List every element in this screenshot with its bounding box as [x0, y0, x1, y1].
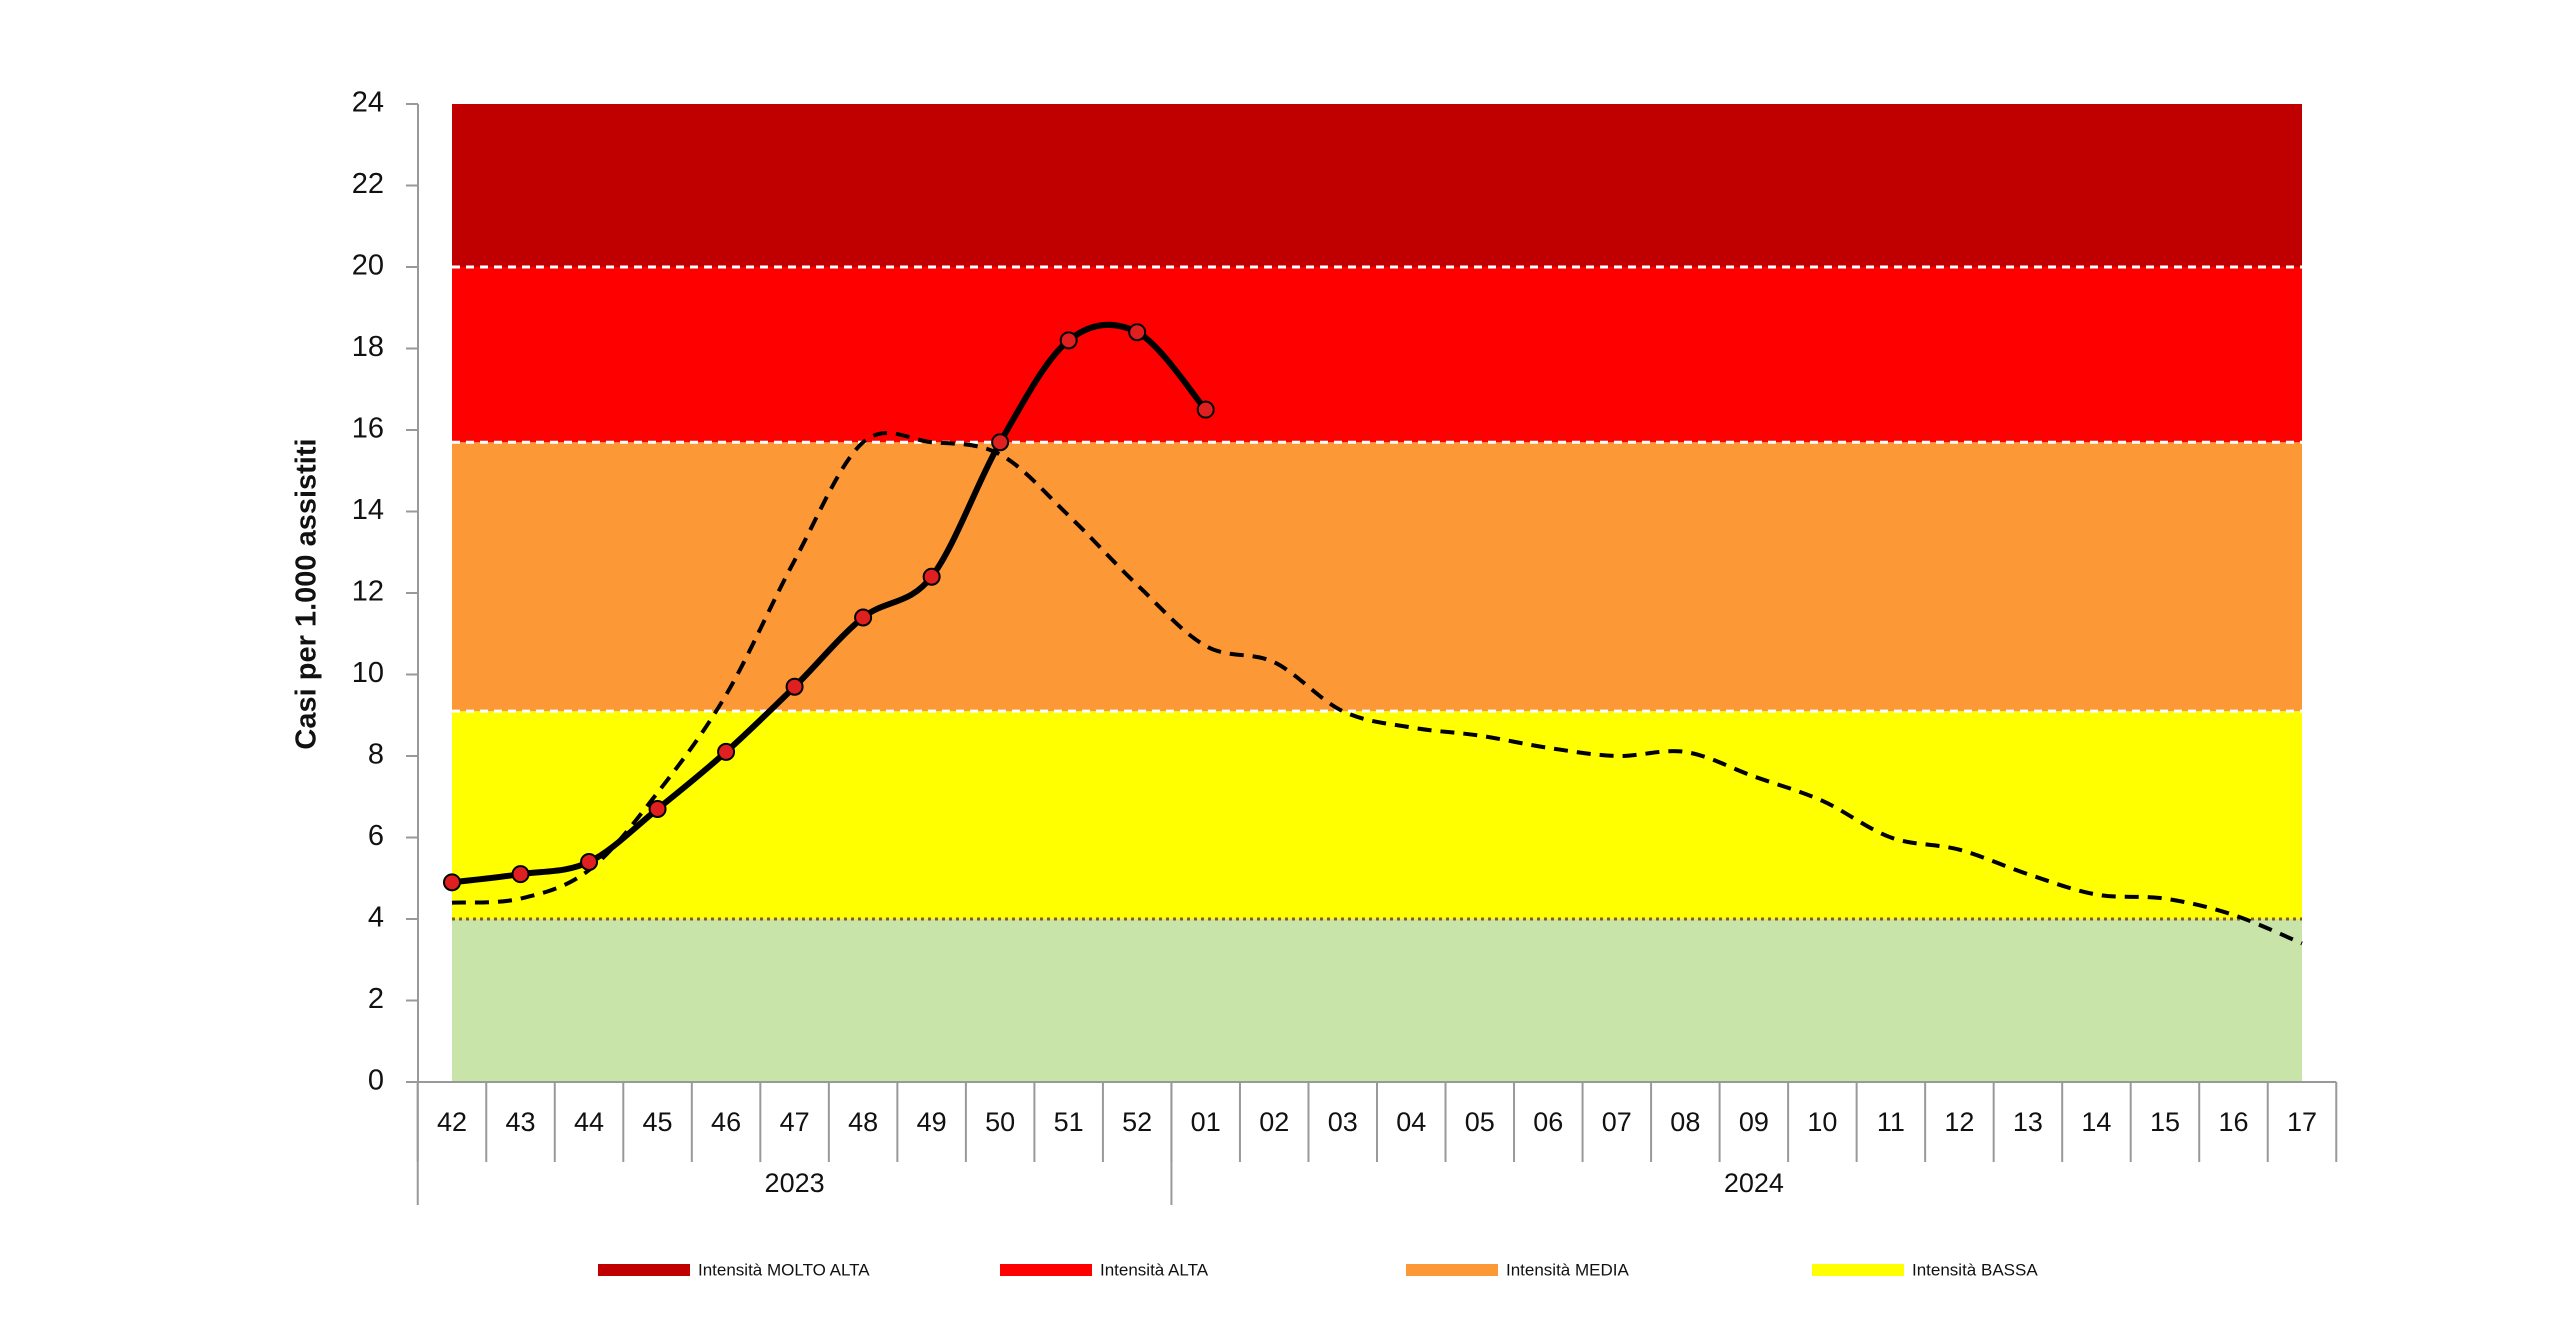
y-tick-label: 16 — [352, 413, 384, 445]
legend-label: Intensità ALTA — [1100, 1260, 1209, 1279]
x-tick-label: 02 — [1259, 1107, 1289, 1137]
legend-label: Intensità BASSA — [1912, 1260, 2038, 1279]
intensity-band — [452, 711, 2302, 919]
x-tick-label: 51 — [1054, 1107, 1084, 1137]
x-tick-label: 42 — [437, 1107, 467, 1137]
y-tick-label: 12 — [352, 576, 384, 608]
series-marker — [717, 742, 736, 761]
x-tick-label: 52 — [1122, 1107, 1152, 1137]
x-tick-label: 47 — [780, 1107, 810, 1137]
x-tick-label: 46 — [711, 1107, 741, 1137]
series-marker — [1196, 400, 1215, 419]
group-label: 2023 — [765, 1168, 825, 1198]
x-tick-label: 09 — [1739, 1107, 1769, 1137]
intensity-band — [452, 104, 2302, 267]
x-tick-label: 48 — [848, 1107, 878, 1137]
x-tick-label: 50 — [985, 1107, 1015, 1137]
series-marker — [580, 852, 599, 871]
x-tick-label: 44 — [574, 1107, 604, 1137]
x-tick-label: 49 — [917, 1107, 947, 1137]
y-tick-label: 20 — [352, 250, 384, 282]
y-tick-label: 2 — [368, 983, 384, 1015]
x-tick-label: 13 — [2013, 1107, 2043, 1137]
y-tick-label: 24 — [352, 87, 384, 119]
y-tick-label: 22 — [352, 168, 384, 200]
y-tick-label: 8 — [368, 739, 384, 771]
series-marker — [511, 865, 530, 884]
legend-swatch — [1000, 1264, 1092, 1276]
legend-swatch — [598, 1264, 690, 1276]
series-line — [451, 431, 2303, 946]
y-tick-label: 10 — [352, 657, 384, 689]
x-tick-label: 15 — [2150, 1107, 2180, 1137]
legend-swatch — [1406, 1264, 1498, 1276]
intensity-band — [452, 267, 2302, 443]
legend-swatch — [1812, 1264, 1904, 1276]
y-tick-label: 14 — [352, 494, 384, 526]
x-tick-label: 16 — [2218, 1107, 2248, 1137]
series-marker — [1128, 323, 1147, 342]
y-tick-label: 6 — [368, 820, 384, 852]
series-marker — [922, 567, 941, 586]
y-tick-label: 18 — [352, 331, 384, 363]
group-label: 2024 — [1724, 1168, 1784, 1198]
series-marker — [1059, 331, 1078, 350]
x-tick-label: 07 — [1602, 1107, 1632, 1137]
y-axis-label: Casi per 1.000 assistiti — [291, 438, 323, 749]
series-marker — [648, 799, 667, 818]
y-tick-label: 0 — [368, 1065, 384, 1097]
x-tick-label: 12 — [1944, 1107, 1974, 1137]
x-tick-label: 04 — [1396, 1107, 1426, 1137]
series-marker — [991, 433, 1010, 452]
x-tick-label: 05 — [1465, 1107, 1495, 1137]
x-tick-label: 11 — [1877, 1107, 1905, 1137]
x-tick-label: 17 — [2287, 1107, 2317, 1137]
intensity-band — [452, 919, 2302, 1082]
x-tick-label: 03 — [1328, 1107, 1358, 1137]
series-marker — [854, 608, 873, 627]
y-tick-label: 4 — [368, 902, 384, 934]
legend-label: Intensità MOLTO ALTA — [698, 1260, 870, 1279]
series-marker — [785, 677, 804, 696]
series-marker — [443, 873, 461, 892]
x-tick-label: 06 — [1533, 1107, 1563, 1137]
x-tick-label: 10 — [1807, 1107, 1837, 1137]
legend-label: Intensità MEDIA — [1506, 1260, 1629, 1279]
x-tick-label: 43 — [505, 1107, 535, 1137]
x-tick-label: 45 — [643, 1107, 673, 1137]
x-tick-label: 01 — [1191, 1107, 1221, 1137]
intensity-band — [452, 442, 2302, 712]
x-tick-label: 14 — [2081, 1107, 2111, 1137]
x-tick-label: 08 — [1670, 1107, 1700, 1137]
